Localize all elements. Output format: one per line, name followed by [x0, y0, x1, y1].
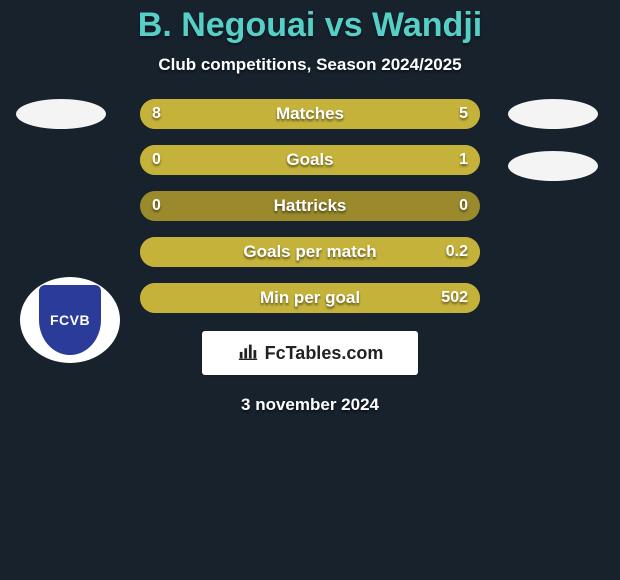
stat-value-right: 502: [441, 283, 468, 313]
stat-chart: FCVB 85Matches01Goals00Hattricks0.2Goals…: [0, 99, 620, 313]
stat-value-left: 8: [152, 99, 161, 129]
stat-track: [140, 237, 480, 267]
stat-track: [140, 191, 480, 221]
stat-value-left: 0: [152, 191, 161, 221]
stat-row: 502Min per goal: [0, 283, 620, 313]
stat-row: 0.2Goals per match: [0, 237, 620, 267]
stat-fill-right: [201, 145, 480, 175]
stat-fill-right: [140, 283, 480, 313]
page-title: B. Negouai vs Wandji: [0, 6, 620, 45]
stat-row: 01Goals: [0, 145, 620, 175]
comparison-card: B. Negouai vs Wandji Club competitions, …: [0, 0, 620, 415]
stat-row: 85Matches: [0, 99, 620, 129]
stat-value-right: 1: [459, 145, 468, 175]
branding-text: FcTables.com: [265, 343, 384, 364]
stat-value-right: 5: [459, 99, 468, 129]
stat-row: 00Hattricks: [0, 191, 620, 221]
stat-track: [140, 145, 480, 175]
stat-value-left: 0: [152, 145, 161, 175]
bar-chart-icon: [237, 340, 259, 367]
branding-bar: FcTables.com: [202, 331, 418, 375]
stat-value-right: 0.2: [446, 237, 468, 267]
stat-fill-right: [140, 237, 480, 267]
stat-fill-left: [140, 99, 351, 129]
stat-track: [140, 99, 480, 129]
club-abbrev: FCVB: [50, 312, 90, 328]
stat-value-right: 0: [459, 191, 468, 221]
stat-track: [140, 283, 480, 313]
stat-fill-left: [140, 145, 201, 175]
subtitle: Club competitions, Season 2024/2025: [0, 55, 620, 75]
date-label: 3 november 2024: [0, 395, 620, 415]
